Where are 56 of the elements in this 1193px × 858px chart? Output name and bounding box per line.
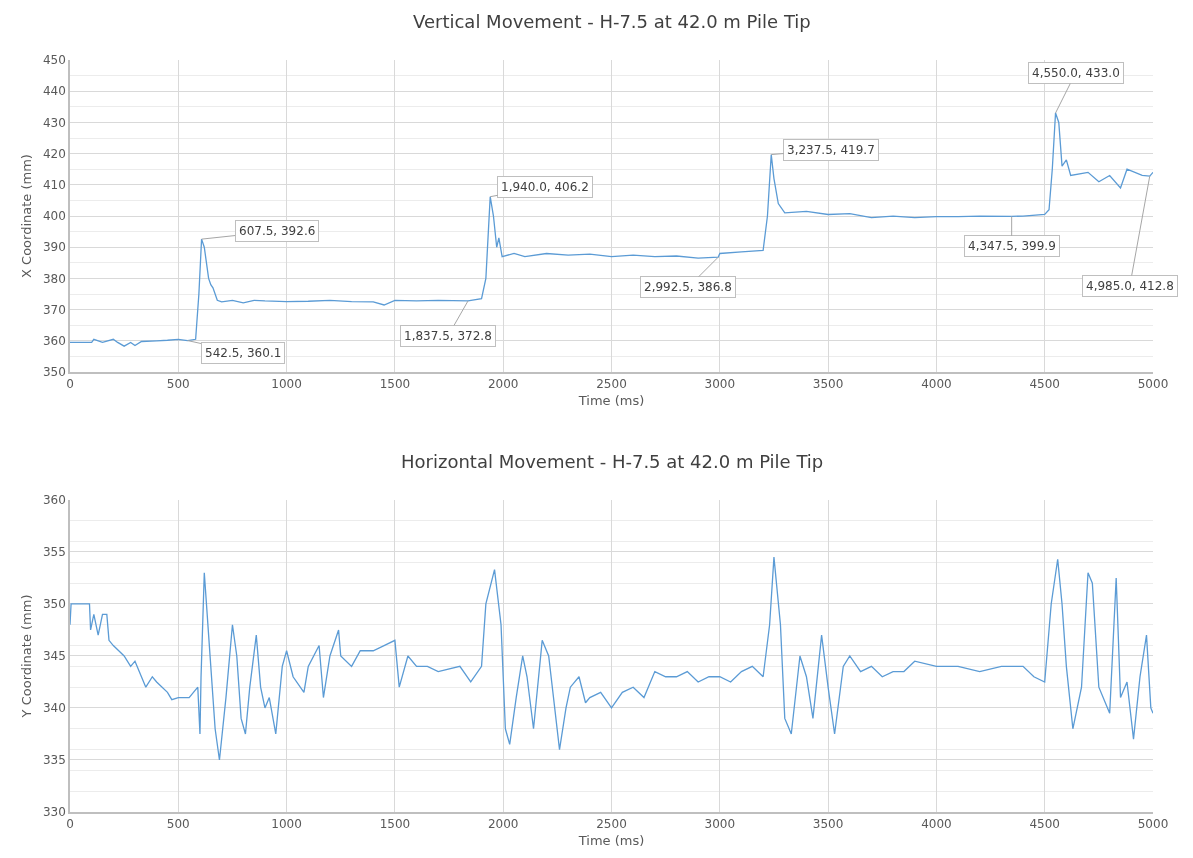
- x-tick-label: 0: [66, 377, 74, 392]
- y-tick-label: 355: [42, 545, 66, 560]
- x-tick-label: 1500: [379, 817, 411, 832]
- y-tick-label: 360: [42, 334, 66, 349]
- x-tick-label: 3500: [812, 817, 844, 832]
- annotation: 542.5, 360.1: [205, 346, 282, 360]
- x-tick-label: 2500: [596, 377, 627, 392]
- x-tick-label: 5000: [1137, 377, 1169, 392]
- x-tick-label: 4000: [921, 377, 952, 392]
- y-axis-title: X Coordinate (mm): [19, 154, 35, 278]
- y-tick-label: 420: [42, 146, 66, 161]
- x-tick-label: 3500: [812, 377, 844, 392]
- y-tick-label: 380: [42, 271, 66, 286]
- x-tick-label: 2000: [487, 377, 519, 392]
- chart-title: Horizontal Movement - H-7.5 at 42.0 m Pile Tip: [401, 451, 824, 472]
- y-tick-label: 410: [42, 178, 66, 193]
- y-tick-label: 330: [42, 805, 66, 820]
- x-tick-label: 2000: [487, 817, 519, 832]
- x-tick-label: 4500: [1029, 377, 1060, 392]
- y-tick-label: 350: [42, 365, 66, 380]
- x-tick-label: 1000: [271, 817, 302, 832]
- x-tick-label: 5000: [1137, 817, 1169, 832]
- y-tick-label: 360: [42, 493, 66, 508]
- x-tick-label: 500: [166, 377, 190, 392]
- y-tick-label: 440: [42, 84, 66, 99]
- annotation: 2,992.5, 386.8: [644, 280, 732, 294]
- chart-title: Vertical Movement - H-7.5 at 42.0 m Pile Tip: [413, 11, 811, 32]
- line-series: [70, 556, 1153, 761]
- annotation: 3,237.5, 419.7: [787, 143, 875, 157]
- x-tick-label: 3000: [704, 377, 736, 392]
- x-axis-title: Time (ms): [577, 833, 645, 849]
- x-tick-label: 4000: [921, 817, 952, 832]
- y-axis-title: Y Coordinate (mm): [19, 594, 35, 719]
- y-tick-label: 335: [42, 753, 66, 768]
- y-tick-label: 370: [42, 302, 66, 317]
- x-tick-label: 1000: [271, 377, 302, 392]
- y-tick-label: 390: [42, 240, 66, 255]
- y-tick-label: 450: [42, 53, 66, 68]
- x-tick-label: 500: [166, 817, 190, 832]
- y-tick-label: 350: [42, 597, 66, 612]
- annotation: 1,837.5, 372.8: [404, 329, 492, 343]
- x-tick-label: 4500: [1029, 817, 1060, 832]
- annotation: 4,347.5, 399.9: [968, 239, 1056, 253]
- y-tick-label: 400: [42, 209, 66, 224]
- annotation: 4,985.0, 412.8: [1086, 279, 1174, 293]
- y-tick-label: 430: [42, 115, 66, 130]
- x-tick-label: 3000: [704, 817, 736, 832]
- annotation: 4,550.0, 433.0: [1032, 66, 1120, 80]
- y-tick-label: 340: [42, 701, 66, 716]
- x-tick-label: 1500: [379, 377, 411, 392]
- x-tick-label: 0: [66, 817, 74, 832]
- x-axis-title: Time (ms): [577, 393, 645, 409]
- y-tick-label: 345: [42, 649, 66, 664]
- annotation: 607.5, 392.6: [239, 224, 316, 238]
- annotation: 1,940.0, 406.2: [501, 180, 589, 194]
- x-tick-label: 2500: [596, 817, 627, 832]
